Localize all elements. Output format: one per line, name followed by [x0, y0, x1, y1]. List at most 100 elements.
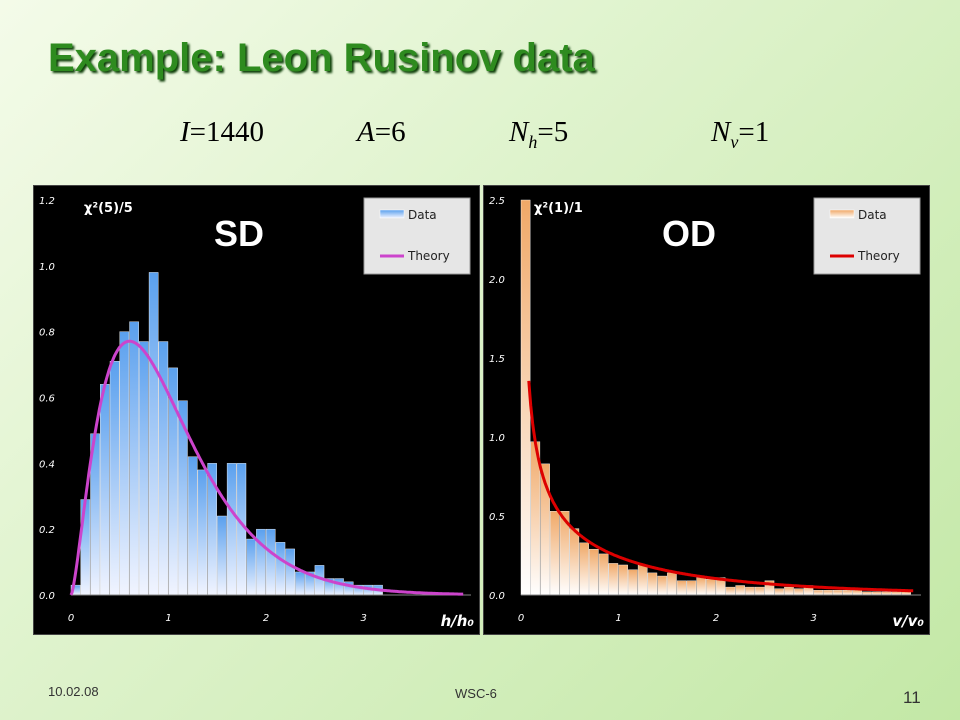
od-panel-label: OD	[662, 213, 716, 254]
od-data-bar	[647, 572, 658, 596]
sd-data-bar	[246, 538, 256, 596]
od-ytick-label: 2.0	[489, 275, 505, 286]
sd-xtick-label: 1	[165, 613, 171, 624]
sd-xtick-label: 0	[68, 613, 74, 624]
sd-legend-data-swatch	[379, 209, 405, 219]
sd-data-bar	[285, 548, 295, 596]
param-nv-symbol: N	[711, 116, 731, 148]
sd-formula-label: χ²(5)/5	[84, 201, 133, 216]
sd-ytick-label: 0.8	[39, 328, 55, 339]
od-xtick-label: 3	[810, 613, 816, 624]
od-data-bar	[754, 586, 765, 596]
sd-data-bar	[265, 528, 276, 596]
sd-data-bar	[197, 469, 208, 596]
sd-data-bar	[217, 515, 227, 596]
footer-date: 10.02.08	[48, 684, 99, 699]
param-nh-value: =5	[537, 116, 569, 148]
od-data-bar	[774, 588, 785, 596]
param-nh: Nh=5	[509, 116, 568, 153]
sd-xtick-label: 2	[263, 613, 269, 624]
param-i-symbol: I	[180, 116, 190, 148]
sd-ytick-label: 0.6	[39, 394, 55, 405]
od-xtick-label: 1	[615, 613, 621, 624]
od-xtick-label: 2	[713, 613, 719, 624]
od-data-bar	[598, 553, 609, 596]
sd-data-bar	[187, 456, 198, 596]
chart-sd: 0.0 0.2 0.4 0.6 0.8 1.0 1.2 0 1 2 3 χ²(5)/5 SD h/h₀ Da…	[33, 185, 480, 635]
od-data-bar	[579, 542, 589, 596]
od-data-bar	[637, 564, 648, 596]
od-legend-theory-label: Theory	[857, 249, 900, 263]
od-data-bar	[813, 590, 824, 596]
od-ytick-label: 1.5	[489, 354, 505, 365]
sd-data-bar	[226, 463, 237, 596]
sd-x-axis-label: h/h₀	[441, 612, 475, 630]
od-legend-data-swatch	[829, 209, 855, 219]
od-data-bar	[735, 585, 745, 596]
chart-od: 0.0 0.5 1.0 1.5 2.0 2.5 0 1 2 3 χ²(1)/1 OD v/v₀ Data T…	[483, 185, 930, 635]
od-data-bar	[589, 548, 599, 596]
param-nh-sub: h	[528, 131, 538, 152]
sd-data-bar	[148, 272, 159, 596]
sd-ytick-label: 0.2	[39, 525, 55, 536]
sd-ytick-label: 0.0	[39, 591, 55, 602]
sd-legend: Data Theory	[363, 197, 471, 275]
od-data-bar	[784, 586, 794, 596]
chart-od-svg: 0.0 0.5 1.0 1.5 2.0 2.5 0 1 2 3 χ²(1)/1 OD v/v₀ Data T…	[489, 196, 924, 630]
od-data-bar	[618, 564, 628, 596]
sd-theory-curve	[69, 339, 464, 596]
od-data-bar	[706, 579, 716, 596]
sd-ytick-label: 1.0	[39, 262, 55, 273]
footer-page-number: 11	[903, 688, 921, 707]
od-data-bar	[550, 511, 560, 596]
od-ytick-label: 0.0	[489, 591, 505, 602]
od-theory-curve	[527, 380, 914, 593]
od-data-bar	[657, 575, 667, 596]
sd-data-bar	[334, 578, 344, 596]
od-data-bar	[686, 580, 697, 596]
od-data-bar	[725, 586, 736, 596]
od-legend-data-label: Data	[858, 208, 887, 222]
od-data-bar	[842, 590, 853, 596]
sd-data-bar	[129, 321, 139, 596]
sd-legend-theory-label: Theory	[407, 249, 450, 263]
param-a-symbol: A	[357, 116, 375, 148]
param-nv-sub: v	[730, 131, 739, 152]
chart-sd-svg: 0.0 0.2 0.4 0.6 0.8 1.0 1.2 0 1 2 3 χ²(5)/5 SD h/h₀ Da…	[39, 196, 475, 630]
sd-data-bar	[275, 542, 286, 596]
param-i-value: =1440	[189, 116, 265, 148]
param-nv-value: =1	[738, 116, 770, 148]
sd-ytick-label: 1.2	[39, 196, 55, 207]
slide-title: Example: Leon Rusinov data	[48, 36, 595, 80]
od-data-bar	[823, 590, 833, 596]
param-a: A=6	[357, 116, 406, 153]
sd-xtick-label: 3	[360, 613, 366, 624]
sd-panel-label: SD	[214, 213, 264, 254]
sd-data-bar	[100, 384, 110, 596]
param-a-value: =6	[374, 116, 406, 148]
sd-data-bar	[119, 331, 130, 596]
od-data-bar	[628, 569, 638, 596]
od-ytick-label: 2.5	[489, 196, 505, 207]
sd-data-bar	[295, 571, 305, 596]
od-data-bar	[608, 563, 619, 596]
od-formula-label: χ²(1)/1	[534, 201, 583, 216]
od-data-bar	[745, 586, 755, 596]
sd-data-bar	[139, 341, 149, 596]
sd-ytick-label: 0.4	[39, 459, 55, 470]
od-legend: Data Theory	[813, 197, 921, 275]
od-data-bar	[832, 590, 843, 596]
od-data-bar	[852, 590, 863, 596]
sd-legend-data-label: Data	[408, 208, 437, 222]
od-xtick-label: 0	[518, 613, 524, 624]
od-data-bar	[696, 577, 706, 596]
param-i: I=1440	[180, 116, 264, 153]
od-x-axis-label: v/v₀	[892, 612, 924, 630]
od-data-bar	[569, 528, 580, 596]
sd-data-bar	[109, 361, 120, 596]
od-data-bar	[793, 588, 804, 596]
od-data-bar	[667, 572, 677, 596]
od-ytick-label: 0.5	[489, 512, 505, 523]
footer-conference: WSC-6	[455, 686, 497, 701]
od-data-bar	[676, 580, 687, 596]
